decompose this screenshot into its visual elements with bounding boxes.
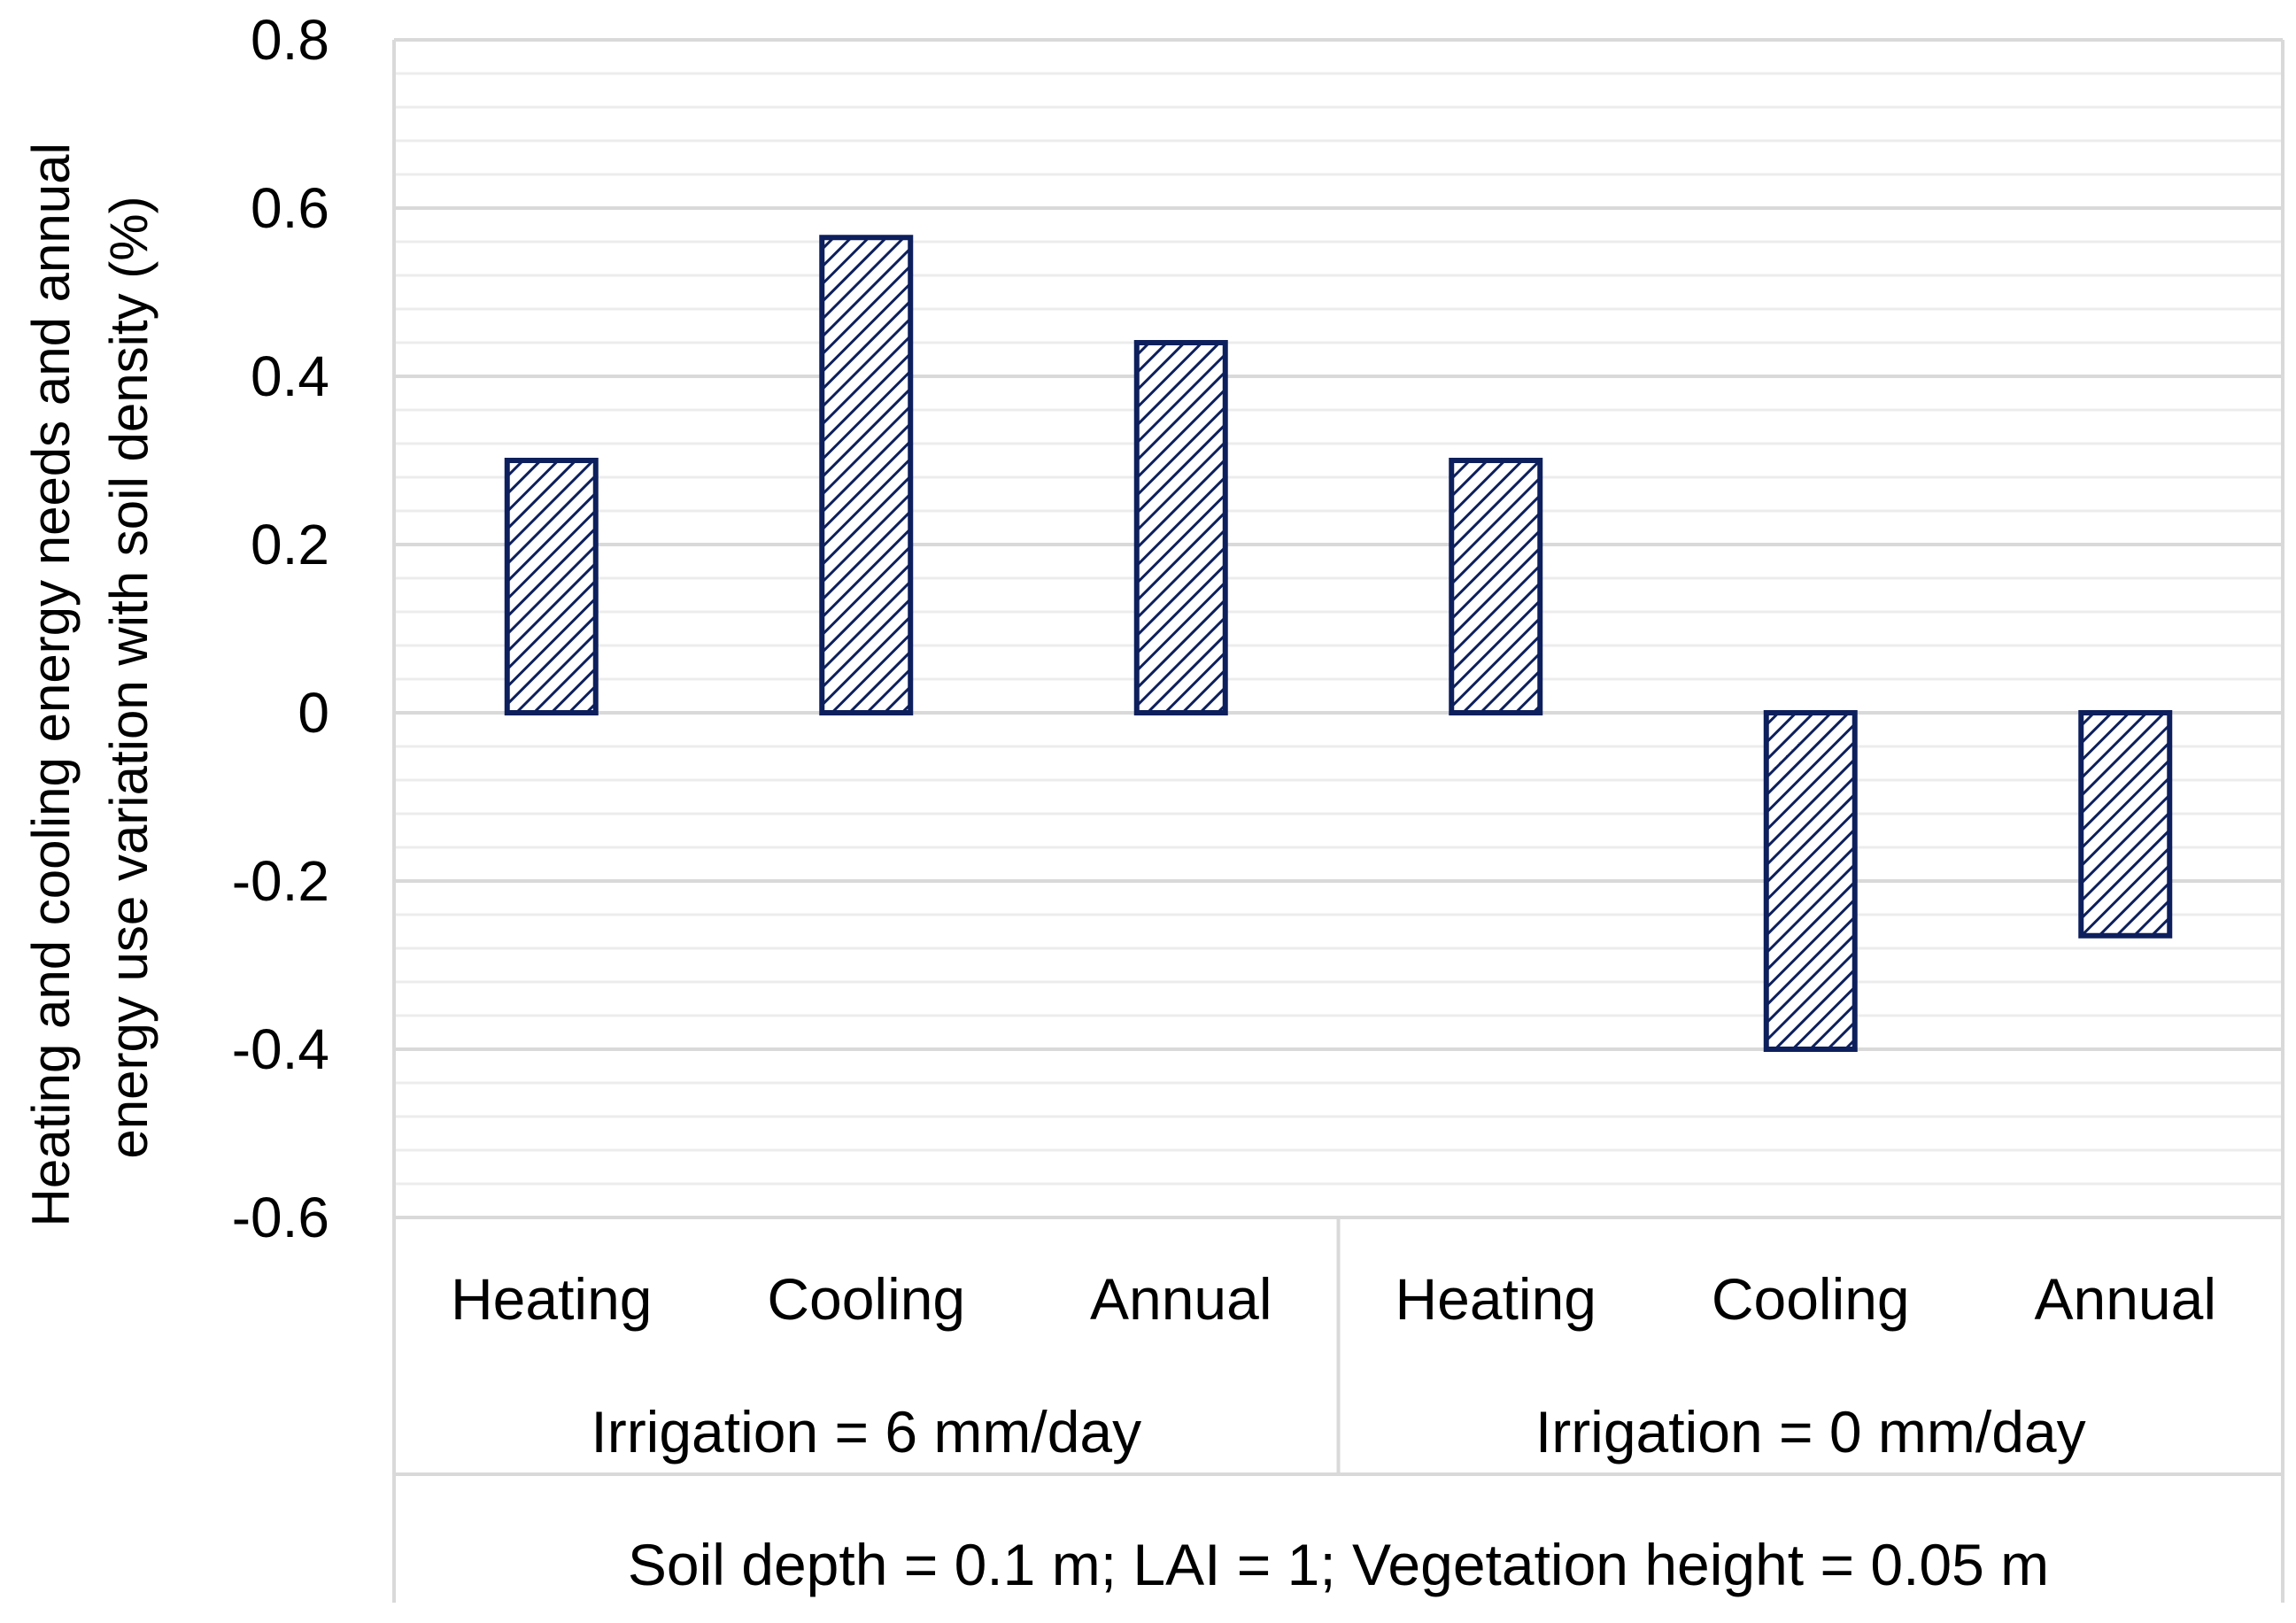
y-tick-labels: 0.8 0.6 0.4 0.2 0 -0.2 -0.4 -0.6: [232, 8, 329, 1249]
x-category-label: Annual: [1090, 1266, 1272, 1332]
x-axis-title: Soil depth = 0.1 m; LAI = 1; Vegetation …: [628, 1532, 2049, 1597]
bar: [1763, 710, 1858, 1052]
y-tick-label: 0.4: [251, 344, 329, 408]
bar: [1449, 458, 1543, 715]
y-axis-title-line-1: Heating and cooling energy needs and ann…: [21, 143, 81, 1226]
y-tick-label: 0.2: [251, 513, 329, 576]
bars: [504, 235, 2173, 1052]
group-label-irrigation-6: Irrigation = 6 mm/day: [591, 1399, 1141, 1465]
x-category-label: Cooling: [1712, 1266, 1910, 1332]
bar: [819, 235, 914, 715]
x-category-labels: Heating Cooling Annual Heating Cooling Annual: [451, 1266, 2216, 1332]
y-tick-label: 0: [298, 681, 329, 745]
bar: [1133, 340, 1228, 715]
y-axis-title-line-2: energy use variation with soil density (…: [99, 196, 158, 1158]
y-tick-label: 0.8: [251, 8, 329, 72]
y-tick-label: -0.6: [232, 1186, 329, 1249]
major-gridlines: [394, 38, 2283, 1051]
y-axis-title: Heating and cooling energy needs and ann…: [21, 128, 158, 1227]
x-category-label: Heating: [1395, 1266, 1597, 1332]
group-label-irrigation-0: Irrigation = 0 mm/day: [1535, 1399, 2086, 1465]
bar: [2078, 710, 2173, 939]
x-category-label: Annual: [2034, 1266, 2216, 1332]
x-category-label: Cooling: [767, 1266, 965, 1332]
minor-gridlines: [394, 38, 2283, 1219]
y-tick-label: 0.6: [251, 176, 329, 240]
y-tick-label: -0.2: [232, 849, 329, 913]
x-category-label: Heating: [451, 1266, 653, 1332]
y-tick-label: -0.4: [232, 1017, 329, 1081]
axes: [392, 40, 2284, 1603]
bar: [504, 458, 599, 715]
